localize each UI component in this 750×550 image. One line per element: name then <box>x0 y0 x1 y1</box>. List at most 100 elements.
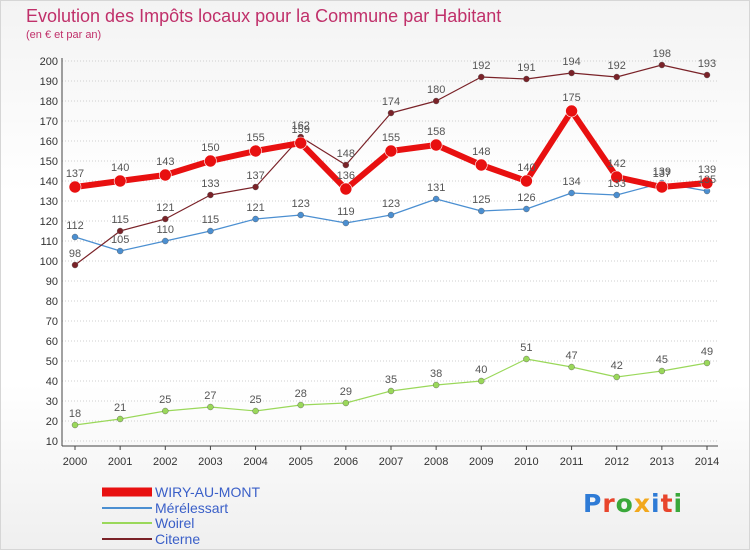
data-label: 112 <box>66 220 84 232</box>
data-point <box>478 73 485 81</box>
x-tick-label: 2000 <box>63 456 87 468</box>
y-tick-label: 160 <box>40 136 58 148</box>
data-label: 155 <box>382 132 400 144</box>
data-point <box>68 180 82 194</box>
data-label: 38 <box>430 368 442 380</box>
data-label: 123 <box>382 198 400 210</box>
data-label: 35 <box>385 374 397 386</box>
data-point <box>474 158 488 172</box>
data-label: 150 <box>201 142 219 154</box>
data-point <box>207 403 214 411</box>
data-label: 140 <box>517 162 535 174</box>
data-label: 29 <box>340 386 352 398</box>
data-label: 133 <box>608 178 626 190</box>
logo-letter: P <box>583 489 603 518</box>
x-tick-label: 2003 <box>198 456 222 468</box>
x-tick-label: 2001 <box>108 456 132 468</box>
data-point <box>162 215 169 223</box>
data-point <box>342 399 350 407</box>
x-tick-label: 2013 <box>650 456 674 468</box>
data-label: 49 <box>701 346 713 358</box>
data-point <box>610 170 624 184</box>
data-label: 139 <box>698 164 716 176</box>
x-tick-label: 2004 <box>243 456 267 468</box>
data-point <box>252 215 259 223</box>
y-tick-label: 190 <box>40 76 58 88</box>
data-point <box>432 195 440 203</box>
data-point <box>568 363 575 371</box>
y-tick-label: 50 <box>46 356 58 368</box>
data-label: 148 <box>472 146 490 158</box>
y-tick-label: 40 <box>46 376 58 388</box>
data-label: 105 <box>111 234 129 246</box>
data-label: 21 <box>114 402 126 414</box>
data-label: 192 <box>608 60 626 72</box>
data-label: 135 <box>698 174 716 186</box>
y-tick-label: 30 <box>46 396 58 408</box>
legend-label: Woirel <box>155 515 194 531</box>
data-label: 110 <box>157 224 175 236</box>
data-label: 115 <box>202 214 220 226</box>
data-point <box>520 174 533 188</box>
data-point <box>478 207 485 215</box>
proxiti-logo: Proxiti <box>583 489 683 518</box>
data-point <box>249 144 262 158</box>
x-tick-label: 2009 <box>469 456 493 468</box>
data-point <box>658 367 666 375</box>
data-label: 18 <box>69 408 81 420</box>
y-tick-label: 60 <box>46 336 58 348</box>
data-point <box>387 211 395 219</box>
y-tick-label: 140 <box>40 176 58 188</box>
y-tick-label: 170 <box>40 116 58 128</box>
data-label: 139 <box>653 166 671 178</box>
x-tick-label: 2007 <box>379 456 403 468</box>
data-point <box>339 182 353 196</box>
data-point <box>478 377 485 385</box>
data-label: 155 <box>246 132 264 144</box>
data-label: 131 <box>427 182 445 194</box>
data-point <box>207 191 214 199</box>
data-point <box>568 69 575 77</box>
x-tick-label: 2011 <box>560 456 584 468</box>
data-point <box>116 227 124 235</box>
data-label: 40 <box>475 364 487 376</box>
y-tick-label: 180 <box>40 96 58 108</box>
data-point <box>204 154 217 168</box>
data-label: 51 <box>520 342 532 354</box>
data-point <box>297 211 304 219</box>
data-point <box>658 61 666 69</box>
chart-title: Evolution des Impôts locaux pour la Comm… <box>26 6 502 26</box>
data-point <box>71 261 79 269</box>
y-tick-label: 150 <box>40 156 58 168</box>
data-point <box>703 71 711 79</box>
x-tick-label: 2012 <box>604 456 628 468</box>
data-point <box>432 381 440 389</box>
y-tick-label: 100 <box>40 256 58 268</box>
x-tick-label: 2010 <box>514 456 538 468</box>
logo-letter: r <box>602 489 616 518</box>
data-label: 143 <box>156 156 174 168</box>
data-label: 142 <box>608 158 626 170</box>
data-label: 125 <box>472 194 490 206</box>
data-label: 121 <box>156 202 174 214</box>
data-label: 137 <box>246 170 264 182</box>
y-tick-label: 20 <box>46 416 58 428</box>
data-label: 25 <box>249 394 261 406</box>
data-label: 192 <box>472 60 490 72</box>
legend-label: Citerne <box>155 531 200 547</box>
y-tick-label: 80 <box>46 296 58 308</box>
data-point <box>387 109 395 117</box>
data-point <box>523 75 530 83</box>
data-label: 28 <box>295 388 307 400</box>
data-label: 175 <box>562 92 580 104</box>
data-label: 119 <box>337 206 355 218</box>
y-tick-label: 10 <box>46 436 58 448</box>
logo-letter: i <box>651 489 661 518</box>
data-point <box>116 415 124 423</box>
data-point <box>432 97 440 105</box>
x-tick-label: 2006 <box>334 456 358 468</box>
data-label: 137 <box>66 168 84 180</box>
data-point <box>523 205 530 213</box>
data-label: 133 <box>201 178 219 190</box>
